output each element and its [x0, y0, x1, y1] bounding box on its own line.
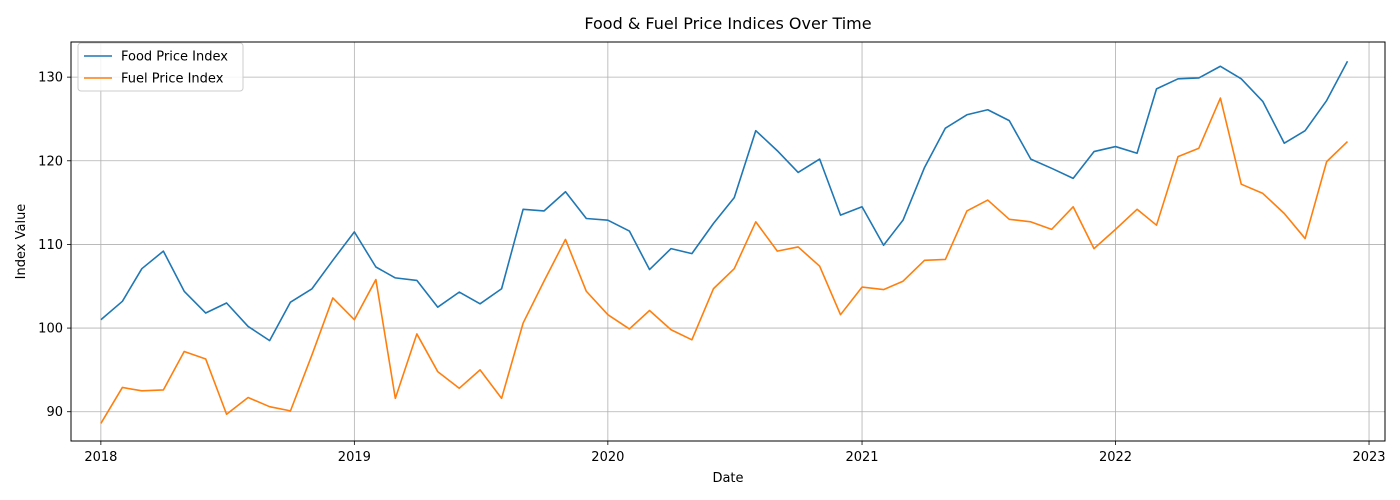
y-tick-label: 120: [38, 154, 63, 169]
y-axis-title: Index Value: [14, 204, 29, 280]
series-line-food: [100, 60, 1349, 342]
y-axis: 90 100 110 120 130: [38, 71, 71, 420]
legend-box: [77, 42, 244, 92]
legend: Food Price Index Fuel Price Index: [77, 42, 244, 92]
chart-title: Food & Fuel Price Indices Over Time: [584, 14, 871, 33]
x-tick-label: 2019: [338, 450, 371, 465]
y-tick-label: 100: [38, 322, 63, 337]
legend-label: Fuel Price Index: [121, 72, 224, 87]
x-axis-title: Date: [712, 471, 743, 486]
x-tick-label: 2022: [1099, 450, 1132, 465]
legend-label: Food Price Index: [121, 50, 228, 65]
x-tick-label: 2020: [591, 450, 624, 465]
y-tick-label: 110: [38, 238, 63, 253]
plot-series: [100, 60, 1349, 424]
x-axis: 2018 2019 2020 2021 2022 2023: [84, 441, 1386, 465]
y-tick-label: 130: [38, 71, 63, 86]
series-line-fuel: [100, 97, 1349, 424]
y-tick-label: 90: [46, 405, 63, 420]
grid-lines: [71, 42, 1385, 441]
x-tick-label: 2021: [845, 450, 878, 465]
x-tick-label: 2023: [1352, 450, 1385, 465]
plot-frame: [70, 41, 1386, 442]
x-tick-label: 2018: [84, 450, 117, 465]
